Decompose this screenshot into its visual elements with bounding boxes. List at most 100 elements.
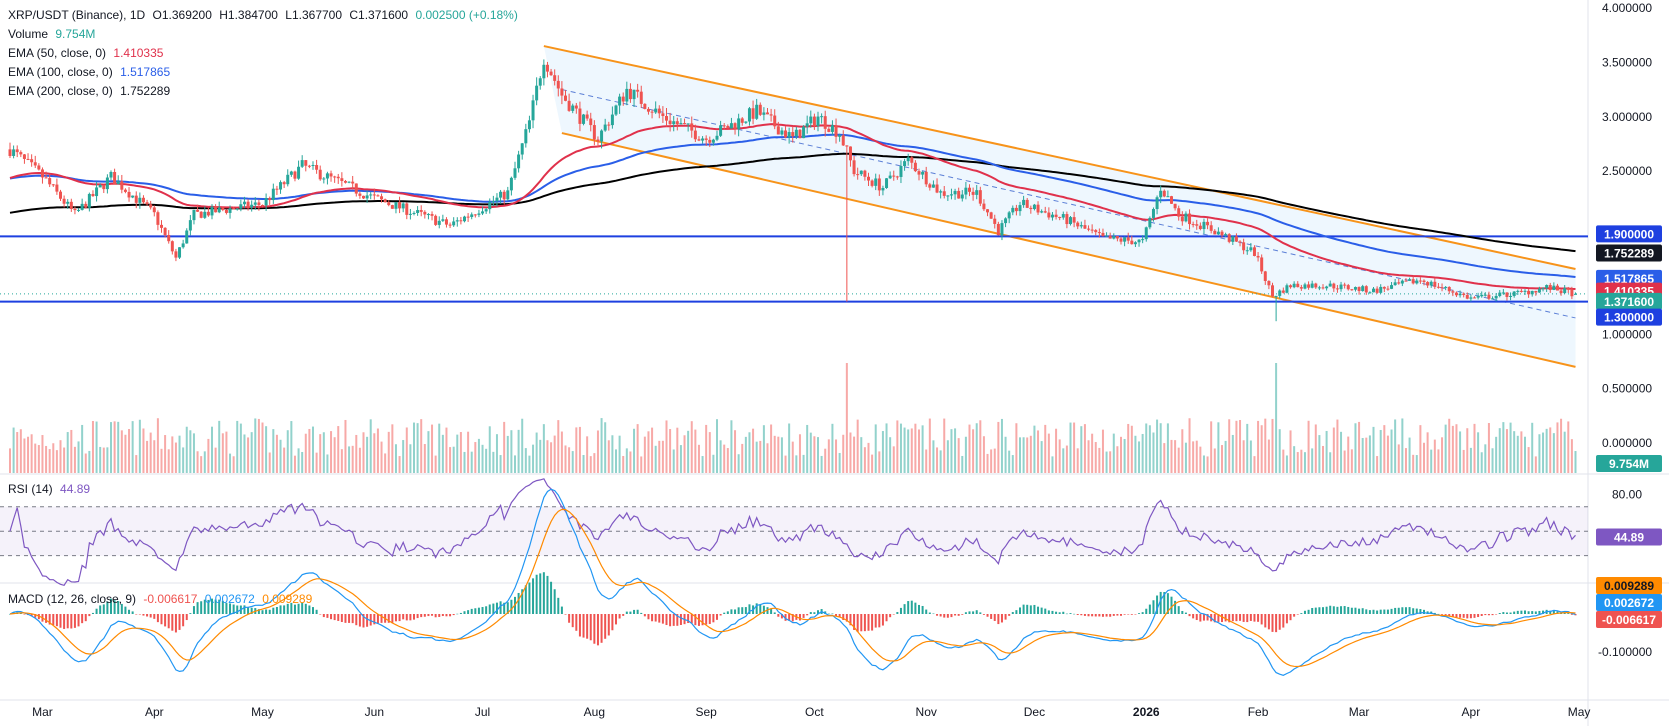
macd-histogram-bar (932, 613, 935, 615)
volume-bar (1224, 440, 1227, 473)
candle-body (1101, 232, 1105, 237)
volume-bar (1505, 429, 1508, 473)
candle-body (1119, 238, 1123, 242)
level-label-1300: 1.300000 (1596, 308, 1662, 326)
volume-bar (975, 423, 978, 473)
macd-histogram-bar (387, 614, 390, 623)
volume-bar (972, 429, 975, 473)
volume-bar (802, 454, 805, 473)
macd-histogram-bar (1231, 614, 1234, 622)
candle-body (390, 205, 394, 209)
volume-bar (759, 440, 762, 473)
volume-bar (806, 424, 809, 473)
candle-body (556, 80, 560, 89)
volume-bar (402, 440, 405, 473)
candle-body (1530, 290, 1534, 295)
macd-histogram-bar (1509, 612, 1512, 614)
volume-bar (1015, 423, 1018, 473)
macd-histogram-bar (45, 614, 48, 623)
volume-bar (1322, 445, 1324, 473)
macd-histogram-bar (160, 614, 163, 625)
volume-bar (683, 435, 686, 473)
volume-bar (557, 420, 560, 473)
candle-body (747, 108, 751, 122)
volume-bar (1098, 447, 1101, 473)
candle-body (1234, 236, 1238, 242)
macd-histogram-bar (337, 614, 340, 621)
macd-histogram-bar (578, 614, 581, 637)
volume-bar (369, 419, 372, 473)
rsi-line (9, 478, 1576, 586)
macd-histogram-bar (1159, 591, 1162, 614)
candle-body (437, 220, 441, 225)
macd-histogram-bar (369, 614, 372, 626)
volume-bar (1311, 448, 1314, 473)
macd-histogram-bar (135, 614, 138, 615)
volume-bar (647, 431, 650, 473)
candle-body (1314, 283, 1318, 288)
macd-histogram-bar (896, 612, 899, 614)
volume-bar (257, 418, 260, 473)
volume-bar (416, 423, 419, 473)
macd-histogram-bar (885, 614, 888, 622)
macd-histogram-bar (809, 612, 812, 614)
candle-body (1559, 290, 1563, 294)
candle-body (1454, 292, 1458, 296)
macd-histogram-bar (225, 602, 228, 614)
candle-body (1491, 298, 1495, 300)
candle-body (48, 178, 52, 185)
candle-body (509, 177, 513, 191)
macd-histogram-bar (30, 614, 33, 617)
candle-body (1076, 222, 1080, 227)
macd-histogram-bar (568, 614, 571, 623)
candle-body (1209, 225, 1213, 231)
volume-bar (1560, 418, 1563, 473)
volume-bar (1296, 452, 1299, 473)
candle-body (816, 116, 820, 127)
svg-text:1.752289: 1.752289 (1604, 246, 1654, 260)
macd-histogram-bar (427, 614, 430, 617)
candle-body (448, 224, 452, 226)
candle-body (1397, 282, 1401, 284)
candle-body (1011, 207, 1015, 213)
macd-histogram-bar (1051, 610, 1054, 614)
volume-bar (481, 444, 484, 473)
candle-body (131, 195, 135, 198)
candle-body (527, 120, 531, 130)
volume-bar (611, 435, 614, 473)
candle-body (1097, 232, 1101, 234)
candle-body (1029, 207, 1033, 210)
volume-bar (925, 449, 928, 473)
volume-bar (1451, 425, 1454, 473)
macd-histogram-bar (211, 598, 213, 614)
macd-histogram-bar (1433, 612, 1436, 614)
symbol-row: XRP/USDT (Binance), 1D O1.369200 H1.3847… (8, 6, 522, 25)
macd-histogram-bar (485, 606, 488, 614)
macd-histogram-bar (315, 609, 318, 614)
macd-histogram-bar (1332, 606, 1335, 614)
macd-histogram-bar (849, 614, 852, 626)
candle-body (794, 129, 798, 137)
volume-bar (1127, 423, 1130, 473)
candle-body (268, 198, 272, 201)
candle-body (1289, 285, 1293, 288)
volume-bar (333, 437, 336, 473)
macd-histogram-bar (1412, 608, 1415, 614)
candle-body (394, 202, 398, 209)
macd-histogram-bar (539, 573, 542, 614)
macd-histogram-bar (293, 604, 296, 614)
volume-bar (293, 455, 296, 473)
volume-bar (658, 440, 661, 473)
candle-body (506, 190, 510, 200)
candle-body (809, 116, 813, 124)
candle-body (1069, 217, 1072, 225)
macd-histogram-bar (986, 614, 989, 617)
macd-histogram-bar (640, 612, 643, 614)
volume-bar (470, 451, 473, 473)
macd-histogram-bar (1390, 608, 1393, 614)
macd-histogram-bar (694, 614, 697, 626)
macd-histogram-bar (229, 603, 232, 614)
candle-body (957, 190, 961, 199)
volume-bar (1516, 435, 1519, 473)
